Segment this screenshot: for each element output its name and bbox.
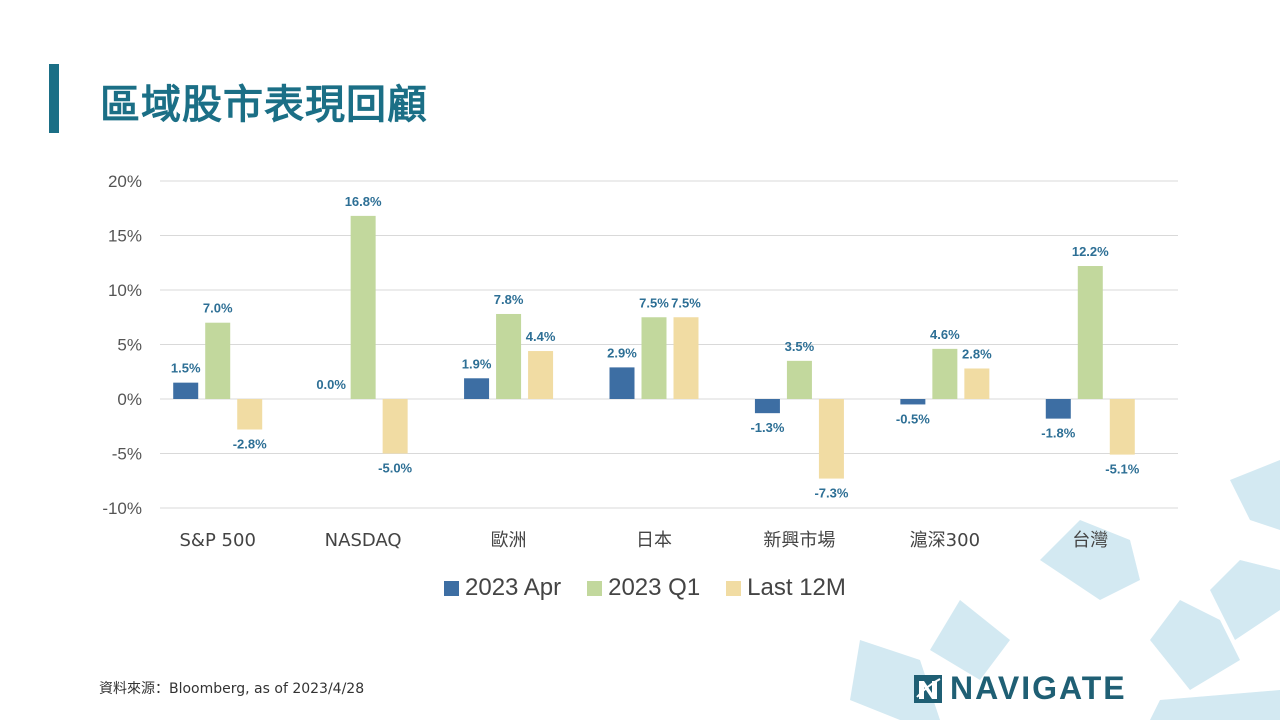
bar-last-12m <box>237 399 263 430</box>
bar-2023-apr <box>754 399 780 414</box>
bar-2023-q1 <box>641 317 667 399</box>
bars <box>173 215 1135 479</box>
legend-item: 2023 Apr <box>444 574 561 602</box>
bar-2023-q1 <box>786 360 812 399</box>
y-tick-label: 10% <box>108 281 142 300</box>
bar-last-12m <box>1109 399 1135 455</box>
legend: 2023 Apr 2023 Q1 Last 12M <box>444 574 846 602</box>
data-label: 7.8% <box>494 292 524 307</box>
data-label: 3.5% <box>785 339 815 354</box>
y-axis-ticks: 20% 15% 10% 5% 0% -5% -10% <box>102 172 142 518</box>
data-label: 4.4% <box>526 329 556 344</box>
bar-last-12m <box>673 317 699 399</box>
brand-logo: NAVIGATE <box>914 670 1127 707</box>
data-label: -7.3% <box>814 486 848 501</box>
legend-item: Last 12M <box>726 574 846 602</box>
data-label: 7.5% <box>671 295 701 310</box>
data-label: 0.0% <box>316 377 346 392</box>
bar-last-12m <box>382 399 408 454</box>
legend-item: 2023 Q1 <box>587 574 700 602</box>
bar-2023-q1 <box>496 313 522 399</box>
x-tick-label: 滬深300 <box>910 530 980 551</box>
y-tick-label: 20% <box>108 172 142 191</box>
bar-2023-apr <box>173 382 199 399</box>
y-tick-label: 15% <box>108 227 142 246</box>
x-tick-label: 新興市場 <box>763 530 835 551</box>
bar-2023-apr <box>464 378 490 399</box>
bar-last-12m <box>528 351 554 399</box>
data-label: 1.5% <box>171 361 201 376</box>
legend-label: Last 12M <box>747 574 846 601</box>
y-tick-label: -10% <box>102 499 142 518</box>
data-label: -1.3% <box>750 420 784 435</box>
data-label: 7.0% <box>203 301 233 316</box>
bar-2023-q1 <box>932 348 958 399</box>
bar-2023-apr <box>1045 399 1071 419</box>
bar-2023-q1 <box>205 322 231 399</box>
x-tick-label: 台灣 <box>1072 530 1108 551</box>
legend-swatch <box>726 580 742 596</box>
data-label: 7.5% <box>639 295 669 310</box>
y-tick-label: 5% <box>117 336 142 355</box>
grid-lines <box>160 180 1178 509</box>
data-label: -5.1% <box>1105 462 1139 477</box>
page-title: 區域股市表現回顧 <box>100 82 428 128</box>
legend-label: 2023 Q1 <box>608 574 701 601</box>
x-tick-label: S&P 500 <box>180 530 256 551</box>
bar-2023-apr <box>900 399 926 405</box>
data-labels: 1.5% 7.0% -2.8% 0.0% 16.8% -5.0% 1.9% 7.8% 4.4% 2… <box>171 194 1140 501</box>
source-note: 資料來源：Bloomberg, as of 2023/4/28 <box>99 681 365 697</box>
data-label: -2.8% <box>233 437 267 452</box>
data-label: -0.5% <box>896 411 930 426</box>
data-label: 12.2% <box>1072 244 1109 259</box>
data-label: 2.8% <box>962 346 992 361</box>
data-label: 1.9% <box>462 356 492 371</box>
legend-swatch <box>587 580 603 596</box>
data-label: -5.0% <box>378 461 412 476</box>
title-accent-bar <box>49 64 59 133</box>
y-tick-label: -5% <box>112 445 142 464</box>
legend-label: 2023 Apr <box>465 574 562 601</box>
data-label: -1.8% <box>1041 426 1075 441</box>
bar-2023-apr <box>609 367 635 399</box>
x-tick-label: NASDAQ <box>325 530 402 551</box>
y-tick-label: 0% <box>117 390 142 409</box>
bar-last-12m <box>818 399 844 479</box>
x-tick-label: 日本 <box>636 530 672 551</box>
logo-text: NAVIGATE <box>950 670 1127 706</box>
data-label: 16.8% <box>345 194 382 209</box>
navigate-n-logo-icon <box>914 674 942 703</box>
legend-swatch <box>444 580 459 596</box>
x-axis-ticks: S&P 500 NASDAQ 歐洲 日本 新興市場 滬深300 台灣 <box>180 530 1109 551</box>
bar-2023-q1 <box>1077 266 1103 399</box>
x-tick-label: 歐洲 <box>491 530 527 551</box>
bar-2023-q1 <box>350 215 376 399</box>
data-label: 4.6% <box>930 327 960 342</box>
data-label: 2.9% <box>607 345 637 360</box>
bar-last-12m <box>964 368 990 399</box>
